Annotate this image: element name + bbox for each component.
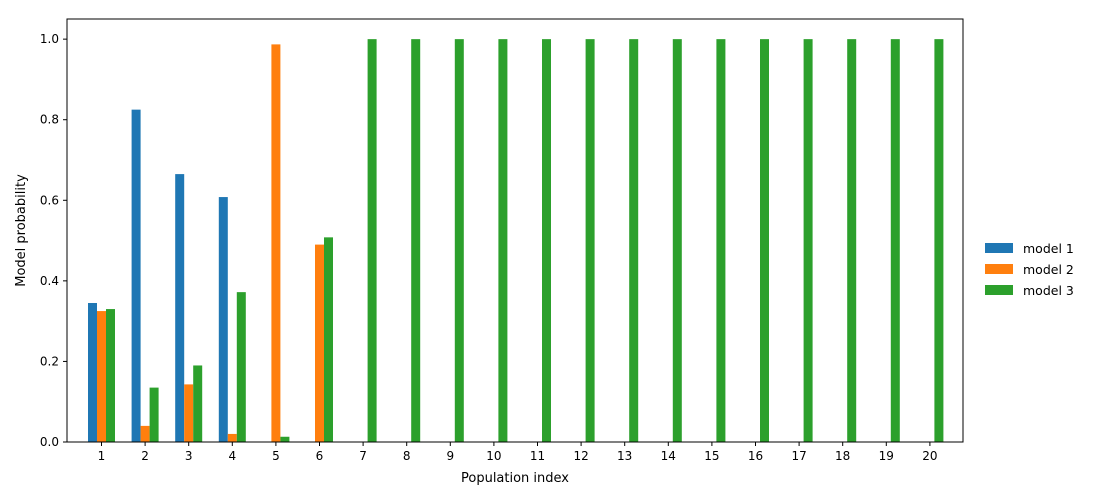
x-tick-label: 19 [879,449,894,463]
bars-layer [88,39,944,442]
bar-model-1-pop-4 [218,197,228,442]
legend: model 1 model 2 model 3 [985,241,1074,298]
bar-model-3-pop-2 [149,387,159,442]
bar-model-3-pop-6 [324,237,333,442]
legend-swatch-model-1 [985,243,1013,253]
x-axis-label: Population index [461,471,569,486]
x-tick-label: 11 [530,449,545,463]
legend-label-model-1: model 1 [1023,241,1074,256]
x-tick-label: 16 [748,449,763,463]
bar-model-3-pop-13 [629,39,639,442]
legend-swatch-model-2 [985,264,1013,274]
bar-model-3-pop-18 [847,39,857,442]
bar-model-3-pop-15 [716,39,726,442]
bar-model-3-pop-19 [890,39,900,442]
plot-frame [66,18,964,443]
y-tick-label: 0.2 [40,354,59,368]
x-tick-label: 5 [272,449,280,463]
y-tick-label: 0.8 [40,113,59,127]
x-tick-label: 13 [617,449,632,463]
x-tick-label: 7 [359,449,367,463]
bar-model-3-pop-9 [454,39,464,442]
x-axis: 1 2 3 4 5 6 7 8 9 10 11 12 13 14 15 16 17 18 19 20 [98,442,938,463]
x-tick-label: 14 [661,449,676,463]
bar-model-2-pop-1 [97,311,106,442]
x-tick-label: 8 [403,449,411,463]
x-tick-label: 4 [228,449,236,463]
y-axis-label: Model probability [14,174,29,287]
bar-model-1-pop-2 [131,109,141,442]
x-tick-label: 18 [835,449,850,463]
y-tick-label: 0.0 [40,435,59,449]
y-tick-label: 0.4 [40,274,59,288]
x-tick-label: 3 [185,449,193,463]
y-tick-label: 1.0 [40,32,59,46]
y-tick-label: 0.6 [40,193,59,207]
bar-model-3-pop-16 [760,39,769,442]
bar-model-2-pop-3 [184,384,194,442]
bar-model-3-pop-17 [803,39,813,442]
bar-model-2-pop-2 [140,425,150,442]
x-tick-label: 15 [704,449,719,463]
legend-label-model-3: model 3 [1023,283,1074,298]
bar-model-3-pop-10 [498,39,508,442]
x-tick-label: 10 [486,449,501,463]
x-tick-label: 2 [141,449,149,463]
bar-model-3-pop-7 [367,39,377,442]
x-tick-label: 6 [316,449,324,463]
x-tick-label: 17 [791,449,806,463]
bar-model-3-pop-1 [106,309,115,442]
bar-model-3-pop-14 [672,39,682,442]
bar-model-3-pop-20 [934,39,944,442]
bar-model-3-pop-3 [193,365,203,442]
bar-model-1-pop-3 [175,174,185,442]
bar-model-2-pop-5 [271,44,281,442]
bar-model-3-pop-12 [585,39,595,442]
bar-model-2-pop-4 [227,433,237,442]
x-tick-label: 1 [98,449,106,463]
x-tick-label: 12 [573,449,588,463]
legend-label-model-2: model 2 [1023,262,1074,277]
legend-swatch-model-3 [985,285,1013,295]
x-tick-label: 9 [446,449,454,463]
bar-model-3-pop-11 [542,39,551,442]
bar-model-3-pop-5 [280,436,290,442]
bar-model-3-pop-4 [236,292,246,442]
y-axis: 0.0 0.2 0.4 0.6 0.8 1.0 [40,32,67,449]
bar-model-2-pop-6 [315,244,324,442]
bar-model-3-pop-8 [411,39,421,442]
x-tick-label: 20 [922,449,937,463]
bar-model-1-pop-1 [88,303,97,442]
